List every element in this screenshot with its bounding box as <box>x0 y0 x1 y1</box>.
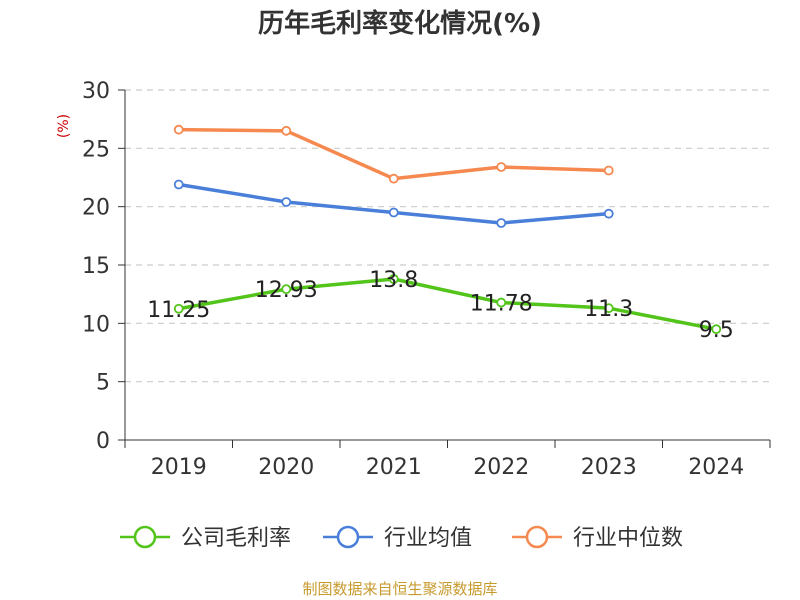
legend-item: 公司毛利率 <box>120 525 291 551</box>
data-point <box>173 124 184 135</box>
data-label: 11.3 <box>584 297 633 322</box>
data-label: 12.93 <box>255 278 318 303</box>
y-axis-label: (%) <box>56 114 72 138</box>
legend-label: 公司毛利率 <box>181 526 291 551</box>
data-point <box>603 208 614 219</box>
data-point <box>388 173 399 184</box>
legend-swatch-marker <box>525 525 549 549</box>
y-tick-label: 30 <box>82 79 110 104</box>
data-point <box>496 162 507 172</box>
data-point <box>496 218 507 228</box>
data-label: 11.78 <box>470 292 533 317</box>
y-tick-label: 0 <box>96 429 110 454</box>
data-label: 11.25 <box>147 298 210 323</box>
data-point <box>711 324 722 335</box>
series-group <box>173 124 722 335</box>
data-point <box>388 274 399 284</box>
y-tick-label: 5 <box>96 371 110 396</box>
source-footer: 制图数据来自恒生聚源数据库 <box>302 580 497 598</box>
data-point <box>388 207 399 218</box>
chart-title: 历年毛利率变化情况(%) <box>258 8 542 39</box>
x-tick-label: 2019 <box>151 455 207 480</box>
legend: 公司毛利率 行业均值 行业中位数 <box>120 525 683 551</box>
data-label: 9.5 <box>699 318 734 343</box>
legend-label: 行业均值 <box>384 526 472 551</box>
legend-item: 行业中位数 <box>512 525 683 551</box>
y-tick-label: 10 <box>82 312 110 337</box>
y-tick-label: 15 <box>82 254 110 279</box>
legend-swatch-marker <box>336 525 360 549</box>
data-point <box>281 284 292 295</box>
data-labels: 11.25 12.93 13.8 11.78 11.3 9.5 <box>147 268 733 343</box>
data-point <box>173 303 184 314</box>
data-point <box>173 179 184 190</box>
x-tick-label: 2021 <box>366 455 422 480</box>
data-point <box>281 197 292 207</box>
y-tick-label: 25 <box>82 137 110 162</box>
legend-item: 行业均值 <box>323 525 472 551</box>
x-tick-label: 2020 <box>258 455 314 480</box>
series-line-0 <box>178 277 717 331</box>
data-point <box>281 125 292 136</box>
y-tick-label: 20 <box>82 196 110 221</box>
data-point <box>603 165 614 176</box>
data-label: 13.8 <box>369 268 418 293</box>
x-tick-label: 2022 <box>473 455 529 480</box>
grid-lines <box>125 89 770 383</box>
data-point <box>603 303 614 314</box>
x-tick-label: 2023 <box>581 455 637 480</box>
data-point <box>496 297 507 308</box>
axes: 0 5 10 15 20 25 30 2019 2020 2021 2022 2023 2024 <box>82 79 771 480</box>
x-tick-label: 2024 <box>688 455 744 480</box>
legend-label: 行业中位数 <box>573 526 683 551</box>
series-line-2 <box>178 127 609 181</box>
legend-swatch-marker <box>133 525 157 549</box>
